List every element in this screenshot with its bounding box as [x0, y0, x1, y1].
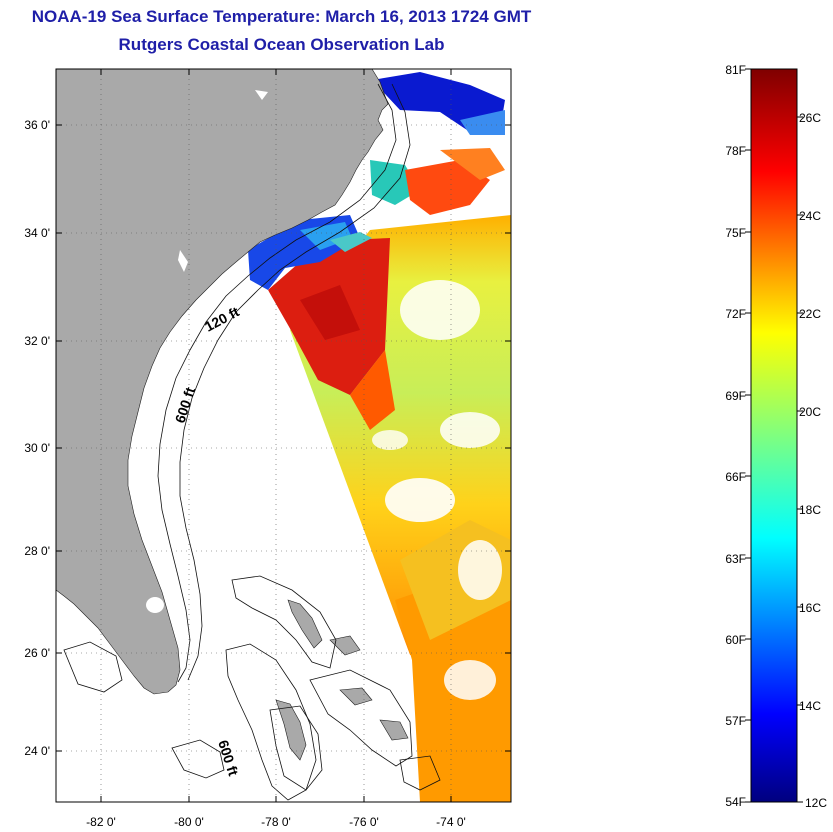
colorbar-label-20c: 20C: [799, 405, 821, 419]
colorbar-label-57f: 57F: [725, 714, 746, 728]
bathymetry-contours: [63, 83, 441, 801]
map-title: NOAA-19 Sea Surface Temperature: March 1…: [31, 7, 532, 26]
bahamas: [275, 599, 409, 761]
shelf-cold-water: [248, 72, 505, 290]
lat-label-32: 32 0': [24, 334, 50, 348]
lon-label-76: -76 0': [349, 815, 379, 829]
colorbar-label-69f: 69F: [725, 389, 746, 403]
lat-label-36: 36 0': [24, 118, 50, 132]
lat-label-34: 34 0': [24, 226, 50, 240]
colorbar-label-63f: 63F: [725, 552, 746, 566]
graticule: [56, 69, 511, 802]
colorbar-label-66f: 66F: [725, 470, 746, 484]
lat-label-30: 30 0': [24, 441, 50, 455]
contour-label-600ft-north: 600 ft: [172, 385, 199, 425]
landmass: [56, 69, 389, 695]
lon-label-78: -78 0': [261, 815, 291, 829]
lat-label-28: 28 0': [24, 544, 50, 558]
contour-label-120ft: 120 ft: [202, 303, 242, 334]
lon-label-80: -80 0': [174, 815, 204, 829]
colorbar-label-75f: 75F: [725, 226, 746, 240]
lat-label-24: 24 0': [24, 744, 50, 758]
sst-swath: [56, 215, 511, 802]
lon-label-74: -74 0': [436, 815, 466, 829]
map-subtitle: Rutgers Coastal Ocean Observation Lab: [118, 35, 445, 54]
colorbar-label-24c: 24C: [799, 209, 821, 223]
colorbar-label-78f: 78F: [725, 144, 746, 158]
colorbar-label-60f: 60F: [725, 633, 746, 647]
axis-ticks: [56, 69, 511, 802]
colorbar-label-18c: 18C: [799, 503, 821, 517]
colorbar-label-12c: 12C: [805, 796, 827, 810]
colorbar-label-26c: 26C: [799, 111, 821, 125]
colorbar-label-72f: 72F: [725, 307, 746, 321]
colorbar: [750, 68, 798, 803]
lake-okeechobee: [146, 597, 164, 613]
colorbar-label-81f: 81F: [725, 63, 746, 77]
colorbar-label-22c: 22C: [799, 307, 821, 321]
colorbar-label-54f: 54F: [725, 795, 746, 809]
colorbar-label-16c: 16C: [799, 601, 821, 615]
lat-label-26: 26 0': [24, 646, 50, 660]
lon-label-82: -82 0': [86, 815, 116, 829]
map-frame: [55, 68, 512, 803]
colorbar-label-14c: 14C: [799, 699, 821, 713]
